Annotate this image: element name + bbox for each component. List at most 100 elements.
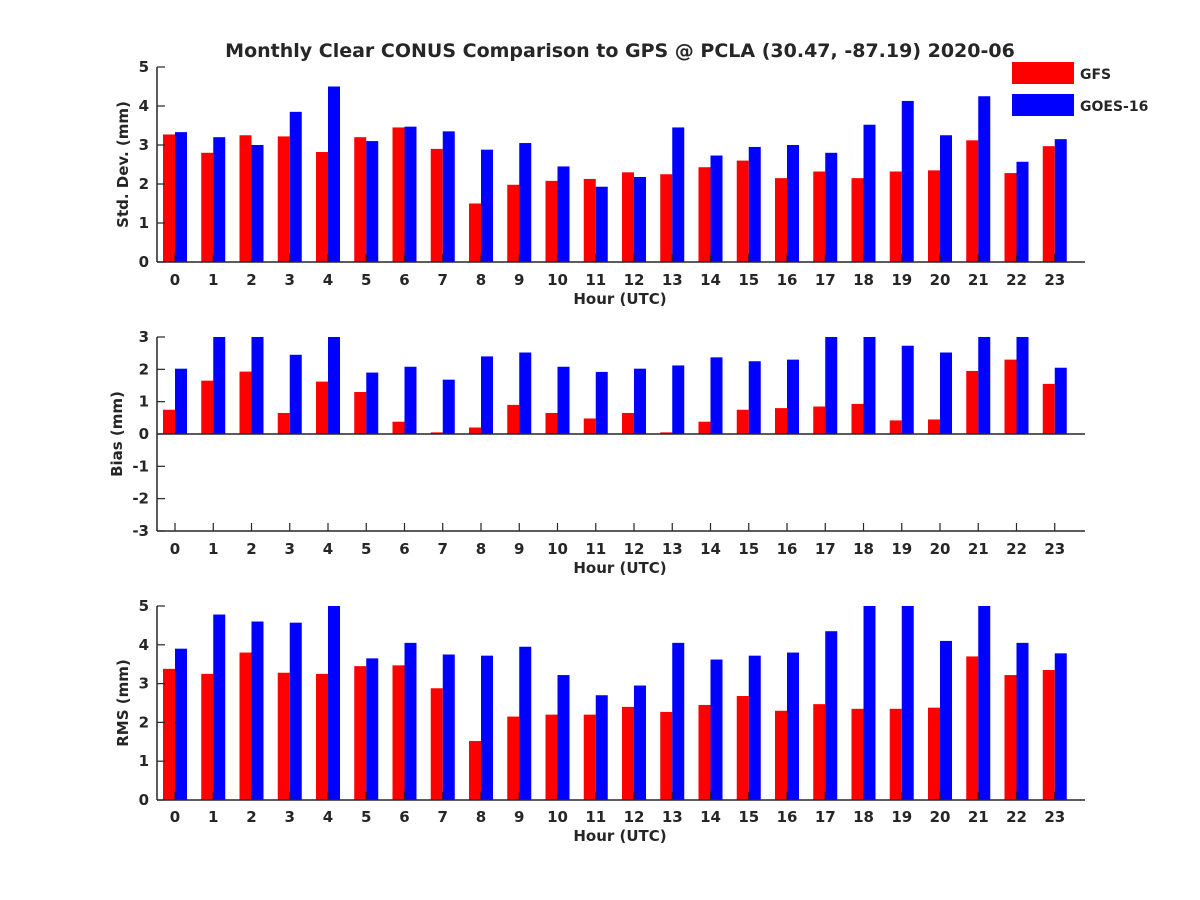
x-tick-label: 15 [738, 540, 759, 558]
bar-std-dev-goes16-17 [825, 152, 838, 262]
bar-bias-goes16-17 [825, 337, 838, 434]
bar-std-dev-gfs-4 [316, 152, 328, 262]
y-tick-label: -3 [132, 522, 149, 540]
x-tick-label: 19 [891, 540, 912, 558]
x-tick-label: 0 [170, 808, 180, 826]
x-tick-label: 7 [438, 271, 448, 289]
bar-std-dev-goes16-2 [251, 145, 264, 262]
y-tick-label: 0 [139, 425, 149, 443]
x-tick-label: 8 [476, 808, 486, 826]
bar-bias-gfs-12 [622, 412, 634, 434]
bar-std-dev-gfs-12 [622, 172, 634, 262]
bar-bias-gfs-20 [928, 419, 940, 434]
x-tick-label: 12 [624, 271, 645, 289]
bar-bias-goes16-23 [1054, 367, 1067, 434]
bar-bias-gfs-6 [392, 421, 405, 434]
bar-rms-goes16-5 [366, 658, 379, 800]
bar-rms-goes16-0 [175, 648, 187, 800]
y-tick-label: 0 [139, 791, 149, 809]
bar-std-dev-gfs-19 [889, 171, 902, 262]
bar-rms-gfs-15 [736, 696, 749, 800]
x-tick-label: 4 [323, 540, 333, 558]
x-tick-label: 2 [246, 540, 256, 558]
bar-std-dev-goes16-14 [710, 155, 723, 262]
bar-bias-goes16-8 [481, 356, 493, 434]
bar-rms-gfs-5 [354, 666, 367, 800]
x-tick-label: 10 [547, 271, 568, 289]
y-tick-label: 2 [139, 360, 149, 378]
bar-rms-gfs-17 [813, 704, 826, 800]
bar-rms-gfs-12 [622, 706, 634, 800]
y-tick-label: 3 [139, 328, 149, 346]
bar-bias-gfs-1 [201, 380, 214, 434]
bar-bias-goes16-13 [672, 365, 685, 434]
x-tick-label: 1 [208, 808, 218, 826]
x-tick-label: 14 [700, 540, 721, 558]
bar-rms-gfs-21 [966, 656, 979, 800]
x-tick-label: 18 [853, 271, 874, 289]
bar-rms-gfs-8 [469, 741, 481, 800]
x-tick-label: 8 [476, 540, 486, 558]
x-tick-label: 9 [514, 271, 524, 289]
bar-bias-goes16-6 [404, 366, 417, 434]
x-tick-label: 12 [624, 540, 645, 558]
bar-rms-goes16-16 [787, 652, 799, 800]
bar-rms-goes16-14 [710, 659, 723, 800]
x-tick-label: 22 [1006, 540, 1027, 558]
x-tick-label: 12 [624, 808, 645, 826]
bar-bias-gfs-14 [698, 421, 711, 434]
bar-bias-gfs-18 [851, 403, 864, 434]
x-tick-label: 21 [968, 271, 989, 289]
bar-std-dev-gfs-20 [928, 170, 940, 262]
bar-bias-gfs-8 [469, 427, 481, 434]
legend-swatch-goes16 [1012, 94, 1074, 116]
x-tick-label: 11 [585, 540, 606, 558]
bar-std-dev-goes16-10 [557, 166, 570, 262]
x-tick-label: 6 [399, 271, 409, 289]
y-axis-label: RMS (mm) [114, 659, 132, 746]
x-tick-label: 22 [1006, 271, 1027, 289]
bar-std-dev-gfs-7 [430, 148, 443, 262]
bar-rms-goes16-12 [634, 685, 646, 800]
bar-bias-gfs-5 [354, 391, 367, 434]
bar-std-dev-gfs-6 [392, 127, 405, 262]
x-tick-label: 13 [662, 540, 683, 558]
bar-rms-goes16-11 [595, 695, 608, 800]
legend-swatch-gfs [1012, 62, 1074, 84]
bar-std-dev-gfs-0 [163, 134, 175, 262]
bar-bias-goes16-22 [1016, 337, 1029, 434]
bar-bias-gfs-21 [966, 370, 979, 434]
bar-rms-goes16-6 [404, 642, 417, 800]
bar-bias-goes16-11 [595, 371, 608, 434]
bar-rms-gfs-7 [430, 688, 443, 800]
bar-rms-gfs-23 [1042, 670, 1055, 800]
bar-bias-gfs-2 [239, 371, 252, 434]
bar-std-dev-goes16-12 [634, 176, 646, 262]
legend: GFS GOES-16 [1012, 62, 1148, 116]
bar-std-dev-goes16-16 [787, 145, 799, 262]
x-tick-label: 13 [662, 808, 683, 826]
bar-std-dev-goes16-0 [175, 132, 187, 262]
bar-rms-gfs-4 [316, 673, 328, 800]
legend-label-gfs: GFS [1080, 67, 1111, 83]
bar-rms-goes16-3 [289, 622, 302, 800]
bar-std-dev-gfs-17 [813, 171, 826, 262]
x-tick-label: 17 [815, 808, 836, 826]
x-tick-label: 23 [1044, 808, 1065, 826]
bar-bias-goes16-20 [940, 352, 952, 434]
bar-rms-goes16-9 [519, 646, 532, 800]
bar-rms-gfs-20 [928, 707, 940, 800]
x-tick-label: 5 [361, 808, 371, 826]
bar-rms-gfs-18 [851, 708, 864, 800]
y-tick-label: 1 [139, 752, 149, 770]
bar-bias-goes16-5 [366, 372, 379, 434]
x-tick-label: 4 [323, 271, 333, 289]
bar-std-dev-gfs-13 [660, 174, 673, 262]
x-tick-label: 0 [170, 271, 180, 289]
bar-rms-gfs-9 [507, 716, 520, 800]
bar-std-dev-gfs-1 [201, 152, 214, 262]
x-tick-label: 5 [361, 540, 371, 558]
